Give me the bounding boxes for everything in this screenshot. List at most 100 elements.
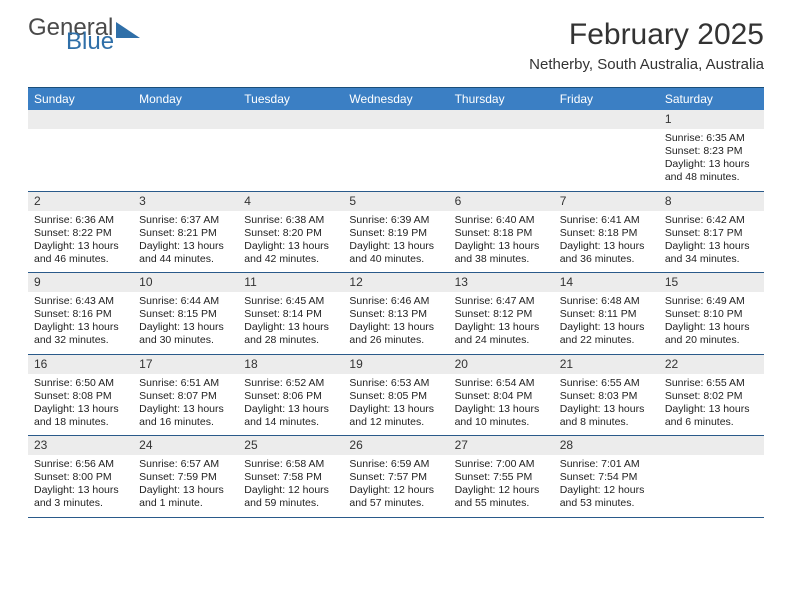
- sunrise-line: Sunrise: 6:43 AM: [34, 295, 127, 308]
- day-cell: 3Sunrise: 6:37 AMSunset: 8:21 PMDaylight…: [133, 192, 238, 273]
- sunrise-line: Sunrise: 6:55 AM: [665, 377, 758, 390]
- day-cell: 21Sunrise: 6:55 AMSunset: 8:03 PMDayligh…: [554, 355, 659, 436]
- sunrise-line: Sunrise: 6:46 AM: [349, 295, 442, 308]
- week-row: 9Sunrise: 6:43 AMSunset: 8:16 PMDaylight…: [28, 273, 764, 355]
- day-cell: 13Sunrise: 6:47 AMSunset: 8:12 PMDayligh…: [449, 273, 554, 354]
- sunset-line: Sunset: 7:55 PM: [455, 471, 548, 484]
- daylight-line: Daylight: 13 hours and 20 minutes.: [665, 321, 758, 347]
- sunrise-line: Sunrise: 6:41 AM: [560, 214, 653, 227]
- daylight-line: Daylight: 13 hours and 16 minutes.: [139, 403, 232, 429]
- title-block: February 2025 Netherby, South Australia,…: [529, 18, 764, 73]
- week-row: 1Sunrise: 6:35 AMSunset: 8:23 PMDaylight…: [28, 110, 764, 192]
- day-number: 7: [554, 192, 659, 211]
- day-cell: 28Sunrise: 7:01 AMSunset: 7:54 PMDayligh…: [554, 436, 659, 517]
- sunset-line: Sunset: 8:06 PM: [244, 390, 337, 403]
- sunrise-line: Sunrise: 6:51 AM: [139, 377, 232, 390]
- day-cell: [133, 110, 238, 191]
- sunrise-line: Sunrise: 6:52 AM: [244, 377, 337, 390]
- day-body: Sunrise: 6:57 AMSunset: 7:59 PMDaylight:…: [133, 455, 238, 517]
- day-cell: 18Sunrise: 6:52 AMSunset: 8:06 PMDayligh…: [238, 355, 343, 436]
- daylight-line: Daylight: 13 hours and 3 minutes.: [34, 484, 127, 510]
- sunrise-line: Sunrise: 7:00 AM: [455, 458, 548, 471]
- sunset-line: Sunset: 8:21 PM: [139, 227, 232, 240]
- day-cell: 12Sunrise: 6:46 AMSunset: 8:13 PMDayligh…: [343, 273, 448, 354]
- day-cell: 10Sunrise: 6:44 AMSunset: 8:15 PMDayligh…: [133, 273, 238, 354]
- day-number: 14: [554, 273, 659, 292]
- day-number: 26: [343, 436, 448, 455]
- sunset-line: Sunset: 8:18 PM: [560, 227, 653, 240]
- day-number-empty: [659, 436, 764, 455]
- day-body: Sunrise: 6:42 AMSunset: 8:17 PMDaylight:…: [659, 211, 764, 273]
- day-number: 12: [343, 273, 448, 292]
- sunrise-line: Sunrise: 6:45 AM: [244, 295, 337, 308]
- sunrise-line: Sunrise: 6:36 AM: [34, 214, 127, 227]
- sunset-line: Sunset: 8:07 PM: [139, 390, 232, 403]
- sunrise-line: Sunrise: 6:50 AM: [34, 377, 127, 390]
- daylight-line: Daylight: 13 hours and 14 minutes.: [244, 403, 337, 429]
- month-title: February 2025: [529, 18, 764, 52]
- sunset-line: Sunset: 8:22 PM: [34, 227, 127, 240]
- day-cell: 26Sunrise: 6:59 AMSunset: 7:57 PMDayligh…: [343, 436, 448, 517]
- day-body: Sunrise: 6:45 AMSunset: 8:14 PMDaylight:…: [238, 292, 343, 354]
- day-number: 22: [659, 355, 764, 374]
- day-number-empty: [449, 110, 554, 129]
- sunset-line: Sunset: 7:59 PM: [139, 471, 232, 484]
- daylight-line: Daylight: 13 hours and 10 minutes.: [455, 403, 548, 429]
- day-number-empty: [343, 110, 448, 129]
- sunrise-line: Sunrise: 6:35 AM: [665, 132, 758, 145]
- day-number-empty: [238, 110, 343, 129]
- daylight-line: Daylight: 13 hours and 40 minutes.: [349, 240, 442, 266]
- day-header-row: SundayMondayTuesdayWednesdayThursdayFrid…: [28, 88, 764, 110]
- sunset-line: Sunset: 8:08 PM: [34, 390, 127, 403]
- day-cell: [659, 436, 764, 517]
- day-cell: 7 Sunrise: 6:41 AMSunset: 8:18 PMDaylight…: [554, 192, 659, 273]
- day-body: Sunrise: 6:46 AMSunset: 8:13 PMDaylight:…: [343, 292, 448, 354]
- day-number: 17: [133, 355, 238, 374]
- sunset-line: Sunset: 8:11 PM: [560, 308, 653, 321]
- daylight-line: Daylight: 13 hours and 24 minutes.: [455, 321, 548, 347]
- day-number: 9: [28, 273, 133, 292]
- weeks-container: 1Sunrise: 6:35 AMSunset: 8:23 PMDaylight…: [28, 110, 764, 518]
- daylight-line: Daylight: 13 hours and 36 minutes.: [560, 240, 653, 266]
- daylight-line: Daylight: 13 hours and 22 minutes.: [560, 321, 653, 347]
- day-cell: 5Sunrise: 6:39 AMSunset: 8:19 PMDaylight…: [343, 192, 448, 273]
- sunrise-line: Sunrise: 6:49 AM: [665, 295, 758, 308]
- sunrise-line: Sunrise: 6:57 AM: [139, 458, 232, 471]
- daylight-line: Daylight: 12 hours and 55 minutes.: [455, 484, 548, 510]
- day-body: Sunrise: 6:40 AMSunset: 8:18 PMDaylight:…: [449, 211, 554, 273]
- day-number: 16: [28, 355, 133, 374]
- sunrise-line: Sunrise: 6:44 AM: [139, 295, 232, 308]
- day-cell: 16 Sunrise: 6:50 AMSunset: 8:08 PMDayligh…: [28, 355, 133, 436]
- sunset-line: Sunset: 7:58 PM: [244, 471, 337, 484]
- daylight-line: Daylight: 13 hours and 6 minutes.: [665, 403, 758, 429]
- sunset-line: Sunset: 7:57 PM: [349, 471, 442, 484]
- day-cell: 1Sunrise: 6:35 AMSunset: 8:23 PMDaylight…: [659, 110, 764, 191]
- sunset-line: Sunset: 8:10 PM: [665, 308, 758, 321]
- day-number: 8: [659, 192, 764, 211]
- brand-text-2: Blue: [66, 32, 140, 52]
- day-number: 3: [133, 192, 238, 211]
- daylight-line: Daylight: 13 hours and 18 minutes.: [34, 403, 127, 429]
- day-cell: 4Sunrise: 6:38 AMSunset: 8:20 PMDaylight…: [238, 192, 343, 273]
- day-cell: 25Sunrise: 6:58 AMSunset: 7:58 PMDayligh…: [238, 436, 343, 517]
- daylight-line: Daylight: 13 hours and 42 minutes.: [244, 240, 337, 266]
- sunset-line: Sunset: 8:15 PM: [139, 308, 232, 321]
- day-number: 5: [343, 192, 448, 211]
- day-cell: [28, 110, 133, 191]
- day-body: Sunrise: 6:39 AMSunset: 8:19 PMDaylight:…: [343, 211, 448, 273]
- daylight-line: Daylight: 12 hours and 59 minutes.: [244, 484, 337, 510]
- day-cell: [238, 110, 343, 191]
- day-cell: 2Sunrise: 6:36 AMSunset: 8:22 PMDaylight…: [28, 192, 133, 273]
- day-number: 6: [449, 192, 554, 211]
- day-body: Sunrise: 6:48 AMSunset: 8:11 PMDaylight:…: [554, 292, 659, 354]
- day-number-empty: [133, 110, 238, 129]
- day-number-empty: [554, 110, 659, 129]
- sunset-line: Sunset: 7:54 PM: [560, 471, 653, 484]
- week-row: 2Sunrise: 6:36 AMSunset: 8:22 PMDaylight…: [28, 192, 764, 274]
- day-body: Sunrise: 6:52 AMSunset: 8:06 PMDaylight:…: [238, 374, 343, 436]
- day-body: Sunrise: 6:49 AMSunset: 8:10 PMDaylight:…: [659, 292, 764, 354]
- sunrise-line: Sunrise: 6:47 AM: [455, 295, 548, 308]
- sunset-line: Sunset: 8:19 PM: [349, 227, 442, 240]
- sunrise-line: Sunrise: 6:59 AM: [349, 458, 442, 471]
- day-body: Sunrise: 6:55 AMSunset: 8:02 PMDaylight:…: [659, 374, 764, 436]
